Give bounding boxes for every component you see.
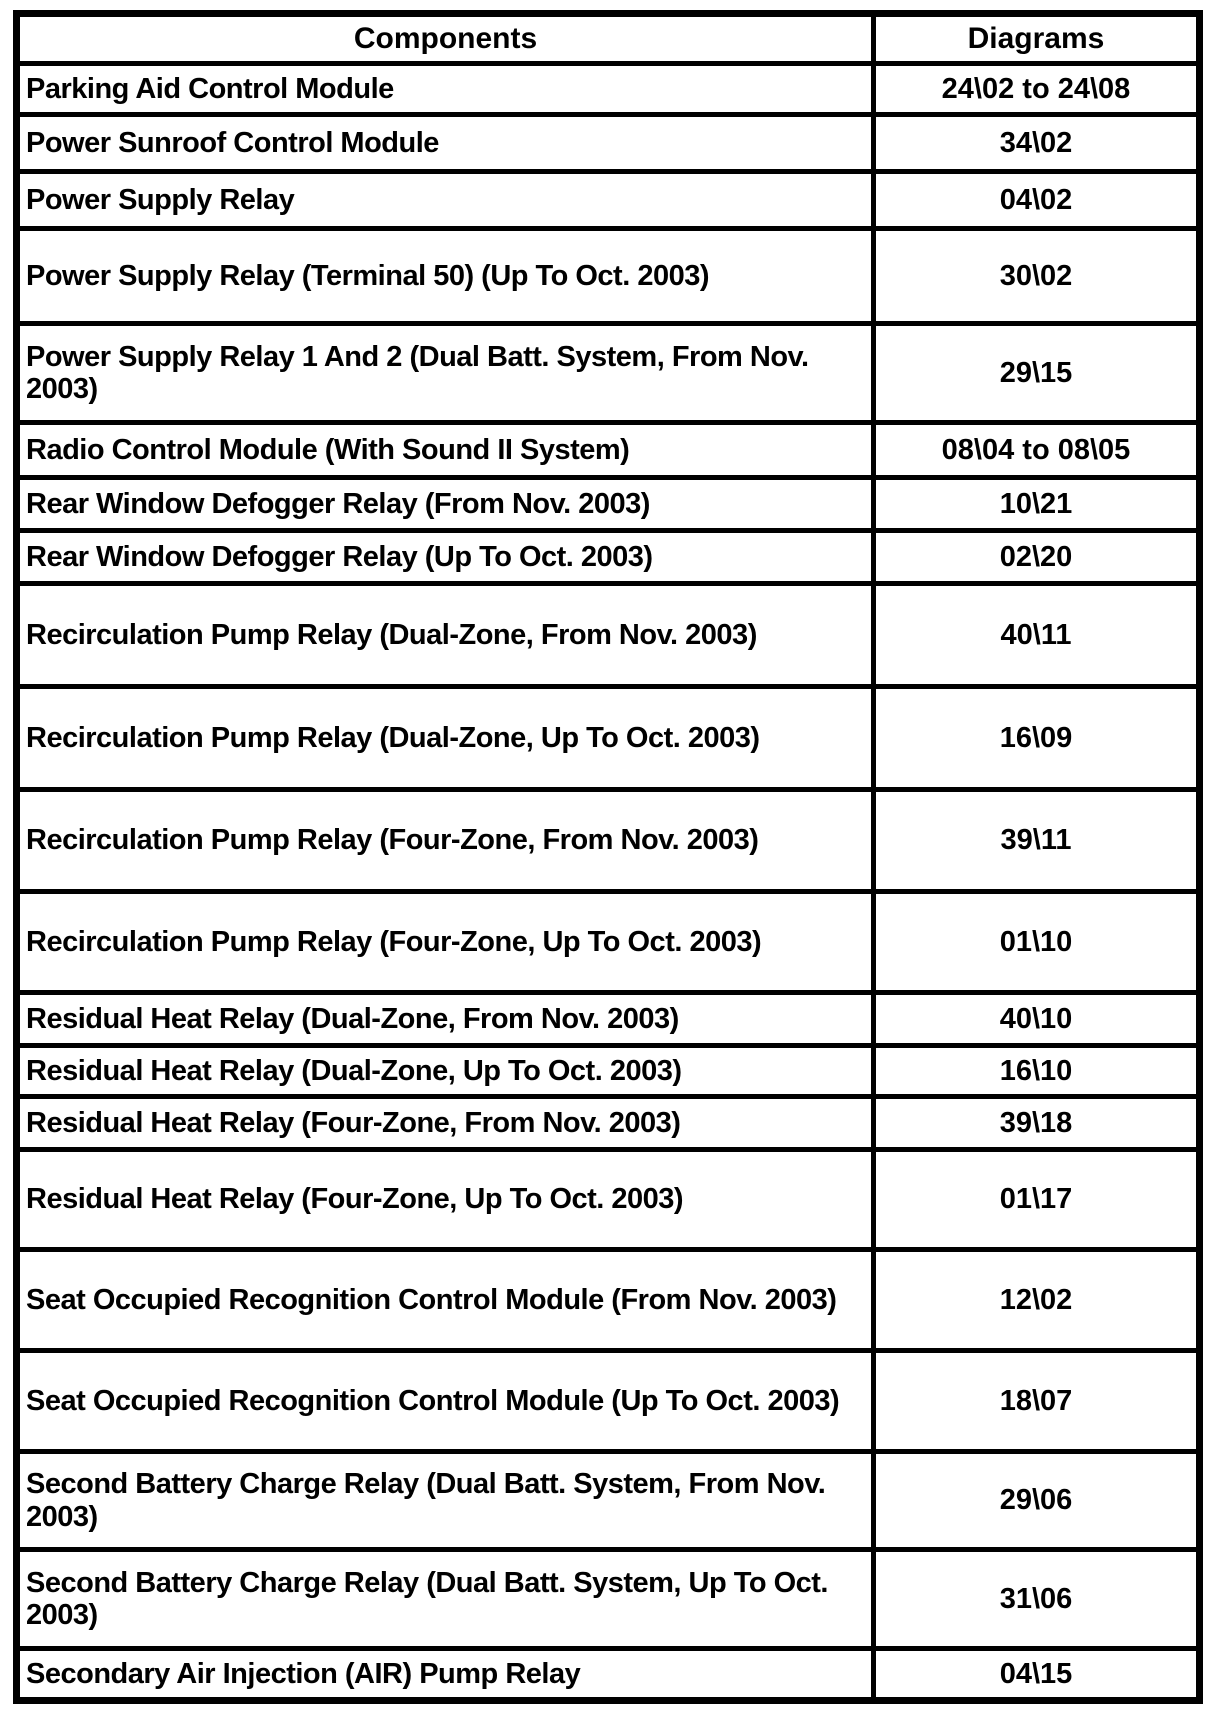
diagram-cell: 24\02 to 24\08 bbox=[871, 61, 1202, 117]
table-row: Residual Heat Relay (Four-Zone, From Nov… bbox=[14, 1094, 1202, 1152]
table-row: Power Sunroof Control Module 34\02 bbox=[14, 112, 1202, 174]
diagram-cell: 10\21 bbox=[871, 475, 1202, 533]
table-row: Second Battery Charge Relay (Dual Batt. … bbox=[14, 1547, 1202, 1651]
column-header-diagrams: Diagrams bbox=[871, 11, 1202, 66]
table-row: Power Supply Relay (Terminal 50) (Up To … bbox=[14, 226, 1202, 326]
diagram-cell: 02\20 bbox=[871, 528, 1202, 586]
diagram-cell: 04\02 bbox=[871, 169, 1202, 231]
table-row: Power Supply Relay 04\02 bbox=[14, 169, 1202, 231]
component-cell: Recirculation Pump Relay (Four-Zone, Up … bbox=[14, 889, 876, 995]
diagram-cell: 01\10 bbox=[871, 889, 1202, 995]
diagram-cell: 34\02 bbox=[871, 112, 1202, 174]
component-cell: Residual Heat Relay (Dual-Zone, From Nov… bbox=[14, 990, 876, 1048]
table-row: Recirculation Pump Relay (Four-Zone, Fro… bbox=[14, 787, 1202, 894]
table-row: Rear Window Defogger Relay (From Nov. 20… bbox=[14, 475, 1202, 533]
table-row: Seat Occupied Recognition Control Module… bbox=[14, 1247, 1202, 1353]
component-cell: Power Sunroof Control Module bbox=[14, 112, 876, 174]
table-row: Recirculation Pump Relay (Four-Zone, Up … bbox=[14, 889, 1202, 995]
table-row: Residual Heat Relay (Four-Zone, Up To Oc… bbox=[14, 1147, 1202, 1252]
diagram-cell: 31\06 bbox=[871, 1547, 1202, 1651]
table-row: Recirculation Pump Relay (Dual-Zone, Up … bbox=[14, 684, 1202, 792]
header-row: Components Diagrams bbox=[14, 11, 1202, 66]
diagram-cell: 04\15 bbox=[871, 1646, 1202, 1703]
component-cell: Rear Window Defogger Relay (Up To Oct. 2… bbox=[14, 528, 876, 586]
component-cell: Residual Heat Relay (Dual-Zone, Up To Oc… bbox=[14, 1043, 876, 1099]
table-row: Power Supply Relay 1 And 2 (Dual Batt. S… bbox=[14, 321, 1202, 425]
component-cell: Residual Heat Relay (Four-Zone, From Nov… bbox=[14, 1094, 876, 1152]
diagram-cell: 18\07 bbox=[871, 1348, 1202, 1454]
component-cell: Power Supply Relay bbox=[14, 169, 876, 231]
component-cell: Recirculation Pump Relay (Dual-Zone, Up … bbox=[14, 684, 876, 792]
component-cell: Power Supply Relay (Terminal 50) (Up To … bbox=[14, 226, 876, 326]
diagram-cell: 16\10 bbox=[871, 1043, 1202, 1099]
component-cell: Second Battery Charge Relay (Dual Batt. … bbox=[14, 1547, 876, 1651]
diagram-cell: 39\11 bbox=[871, 787, 1202, 894]
diagram-cell: 39\18 bbox=[871, 1094, 1202, 1152]
component-cell: Power Supply Relay 1 And 2 (Dual Batt. S… bbox=[14, 321, 876, 425]
component-cell: Recirculation Pump Relay (Dual-Zone, Fro… bbox=[14, 581, 876, 689]
table-row: Secondary Air Injection (AIR) Pump Relay… bbox=[14, 1646, 1202, 1703]
table-row: Second Battery Charge Relay (Dual Batt. … bbox=[14, 1449, 1202, 1552]
diagram-cell: 08\04 to 08\05 bbox=[871, 420, 1202, 480]
diagram-cell: 16\09 bbox=[871, 684, 1202, 792]
column-header-components: Components bbox=[14, 11, 876, 66]
table-header: Components Diagrams bbox=[14, 11, 1202, 66]
component-cell: Parking Aid Control Module bbox=[14, 61, 876, 117]
component-cell: Residual Heat Relay (Four-Zone, Up To Oc… bbox=[14, 1147, 876, 1252]
diagram-cell: 01\17 bbox=[871, 1147, 1202, 1252]
component-cell: Seat Occupied Recognition Control Module… bbox=[14, 1247, 876, 1353]
diagram-cell: 40\10 bbox=[871, 990, 1202, 1048]
table-row: Parking Aid Control Module 24\02 to 24\08 bbox=[14, 61, 1202, 117]
diagram-cell: 29\15 bbox=[871, 321, 1202, 425]
diagram-cell: 29\06 bbox=[871, 1449, 1202, 1552]
table-row: Radio Control Module (With Sound II Syst… bbox=[14, 420, 1202, 480]
table-row: Rear Window Defogger Relay (Up To Oct. 2… bbox=[14, 528, 1202, 586]
component-cell: Rear Window Defogger Relay (From Nov. 20… bbox=[14, 475, 876, 533]
component-diagram-table: Components Diagrams Parking Aid Control … bbox=[13, 10, 1203, 1704]
diagram-cell: 30\02 bbox=[871, 226, 1202, 326]
table-row: Recirculation Pump Relay (Dual-Zone, Fro… bbox=[14, 581, 1202, 689]
component-cell: Radio Control Module (With Sound II Syst… bbox=[14, 420, 876, 480]
table-row: Residual Heat Relay (Dual-Zone, From Nov… bbox=[14, 990, 1202, 1048]
component-cell: Seat Occupied Recognition Control Module… bbox=[14, 1348, 876, 1454]
component-cell: Second Battery Charge Relay (Dual Batt. … bbox=[14, 1449, 876, 1552]
table-body: Parking Aid Control Module 24\02 to 24\08… bbox=[14, 61, 1202, 1703]
diagram-cell: 40\11 bbox=[871, 581, 1202, 689]
diagram-cell: 12\02 bbox=[871, 1247, 1202, 1353]
component-cell: Recirculation Pump Relay (Four-Zone, Fro… bbox=[14, 787, 876, 894]
table-row: Residual Heat Relay (Dual-Zone, Up To Oc… bbox=[14, 1043, 1202, 1099]
table-row: Seat Occupied Recognition Control Module… bbox=[14, 1348, 1202, 1454]
component-cell: Secondary Air Injection (AIR) Pump Relay bbox=[14, 1646, 876, 1703]
